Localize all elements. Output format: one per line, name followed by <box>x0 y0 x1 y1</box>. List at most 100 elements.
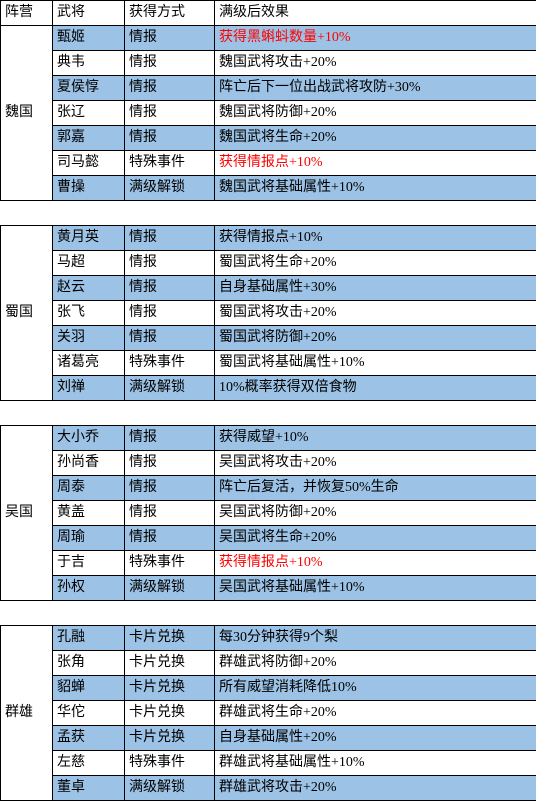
table-row: 群雄孔融卡片兑换每30分钟获得9个梨 <box>1 626 536 651</box>
faction-cell: 吴国 <box>1 426 53 601</box>
effect-cell: 蜀国武将基础属性+10% <box>215 351 536 376</box>
general-cell: 孙尚香 <box>53 451 125 476</box>
method-cell: 卡片兑换 <box>125 651 215 676</box>
method-cell: 满级解锁 <box>125 576 215 601</box>
table-row: 周瑜情报吴国武将生命+20% <box>1 526 536 551</box>
general-cell: 夏侯惇 <box>53 76 125 101</box>
effect-cell: 吴国武将生命+20% <box>215 526 536 551</box>
method-cell: 情报 <box>125 451 215 476</box>
general-cell: 周瑜 <box>53 526 125 551</box>
general-cell: 典韦 <box>53 51 125 76</box>
method-cell: 情报 <box>125 76 215 101</box>
general-cell: 黄月英 <box>53 226 125 251</box>
effect-cell: 自身基础属性+30% <box>215 276 536 301</box>
general-cell: 诸葛亮 <box>53 351 125 376</box>
general-cell: 华佗 <box>53 701 125 726</box>
general-cell: 貂蝉 <box>53 676 125 701</box>
effect-cell: 获得威望+10% <box>215 426 536 451</box>
method-cell: 情报 <box>125 326 215 351</box>
general-cell: 董卓 <box>53 776 125 801</box>
method-cell: 特殊事件 <box>125 151 215 176</box>
effect-cell: 10%概率获得双倍食物 <box>215 376 536 401</box>
effect-cell: 吴国武将基础属性+10% <box>215 576 536 601</box>
method-cell: 满级解锁 <box>125 376 215 401</box>
table-row: 关羽情报蜀国武将防御+20% <box>1 326 536 351</box>
general-cell: 张飞 <box>53 301 125 326</box>
table-row: 蜀国黄月英情报获得情报点+10% <box>1 226 536 251</box>
general-cell: 左慈 <box>53 751 125 776</box>
table-row: 周泰情报阵亡后复活，并恢复50%生命 <box>1 476 536 501</box>
effect-cell: 自身基础属性+20% <box>215 726 536 751</box>
table-row: 董卓满级解锁群雄武将攻击+20% <box>1 776 536 801</box>
table-row: 郭嘉情报魏国武将生命+20% <box>1 126 536 151</box>
spacer-row <box>1 401 536 426</box>
table-row: 张飞情报蜀国武将攻击+20% <box>1 301 536 326</box>
general-cell: 赵云 <box>53 276 125 301</box>
effect-cell: 阵亡后下一位出战武将攻防+30% <box>215 76 536 101</box>
general-cell: 孟获 <box>53 726 125 751</box>
method-cell: 卡片兑换 <box>125 676 215 701</box>
data-table: 阵营武将获得方式满级后效果魏国甄姬情报获得黑蝌蚪数量+10%典韦情报魏国武将攻击… <box>0 0 536 801</box>
method-cell: 情报 <box>125 126 215 151</box>
effect-cell: 魏国武将攻击+20% <box>215 51 536 76</box>
method-cell: 情报 <box>125 301 215 326</box>
method-cell: 特殊事件 <box>125 751 215 776</box>
effect-cell: 蜀国武将攻击+20% <box>215 301 536 326</box>
table-row: 貂蝉卡片兑换所有威望消耗降低10% <box>1 676 536 701</box>
table-row: 孙尚香情报吴国武将攻击+20% <box>1 451 536 476</box>
method-cell: 情报 <box>125 101 215 126</box>
method-cell: 卡片兑换 <box>125 626 215 651</box>
table-row: 张角卡片兑换群雄武将防御+20% <box>1 651 536 676</box>
method-cell: 情报 <box>125 251 215 276</box>
method-cell: 情报 <box>125 501 215 526</box>
header-cell: 获得方式 <box>125 1 215 26</box>
general-cell: 大小乔 <box>53 426 125 451</box>
header-cell: 阵营 <box>1 1 53 26</box>
header-cell: 满级后效果 <box>215 1 536 26</box>
table-row: 马超情报蜀国武将生命+20% <box>1 251 536 276</box>
table-row: 赵云情报自身基础属性+30% <box>1 276 536 301</box>
table-row: 华佗卡片兑换群雄武将生命+20% <box>1 701 536 726</box>
table-row: 孟获卡片兑换自身基础属性+20% <box>1 726 536 751</box>
faction-cell: 魏国 <box>1 26 53 201</box>
table-row: 曹操满级解锁魏国武将基础属性+10% <box>1 176 536 201</box>
method-cell: 卡片兑换 <box>125 726 215 751</box>
effect-cell: 蜀国武将生命+20% <box>215 251 536 276</box>
table-row: 张辽情报魏国武将防御+20% <box>1 101 536 126</box>
method-cell: 情报 <box>125 476 215 501</box>
effect-cell: 吴国武将防御+20% <box>215 501 536 526</box>
method-cell: 情报 <box>125 51 215 76</box>
table-row: 诸葛亮特殊事件蜀国武将基础属性+10% <box>1 351 536 376</box>
effect-cell: 群雄武将基础属性+10% <box>215 751 536 776</box>
effect-cell: 获得情报点+10% <box>215 226 536 251</box>
table-row: 于吉特殊事件获得情报点+10% <box>1 551 536 576</box>
table-row: 孙权满级解锁吴国武将基础属性+10% <box>1 576 536 601</box>
method-cell: 情报 <box>125 526 215 551</box>
table-row: 夏侯惇情报阵亡后下一位出战武将攻防+30% <box>1 76 536 101</box>
effect-cell: 获得情报点+10% <box>215 151 536 176</box>
general-cell: 张辽 <box>53 101 125 126</box>
faction-cell: 蜀国 <box>1 226 53 401</box>
table-row: 刘禅满级解锁10%概率获得双倍食物 <box>1 376 536 401</box>
method-cell: 特殊事件 <box>125 351 215 376</box>
spacer-row <box>1 201 536 226</box>
general-cell: 马超 <box>53 251 125 276</box>
effect-cell: 每30分钟获得9个梨 <box>215 626 536 651</box>
method-cell: 情报 <box>125 276 215 301</box>
general-cell: 于吉 <box>53 551 125 576</box>
header-cell: 武将 <box>53 1 125 26</box>
general-cell: 黄盖 <box>53 501 125 526</box>
effect-cell: 群雄武将防御+20% <box>215 651 536 676</box>
method-cell: 满级解锁 <box>125 176 215 201</box>
general-cell: 曹操 <box>53 176 125 201</box>
effect-cell: 所有威望消耗降低10% <box>215 676 536 701</box>
table-row: 魏国甄姬情报获得黑蝌蚪数量+10% <box>1 26 536 51</box>
effect-cell: 获得情报点+10% <box>215 551 536 576</box>
table-row: 左慈特殊事件群雄武将基础属性+10% <box>1 751 536 776</box>
effect-cell: 吴国武将攻击+20% <box>215 451 536 476</box>
general-cell: 张角 <box>53 651 125 676</box>
method-cell: 满级解锁 <box>125 776 215 801</box>
table-row: 典韦情报魏国武将攻击+20% <box>1 51 536 76</box>
effect-cell: 获得黑蝌蚪数量+10% <box>215 26 536 51</box>
table-row: 黄盖情报吴国武将防御+20% <box>1 501 536 526</box>
